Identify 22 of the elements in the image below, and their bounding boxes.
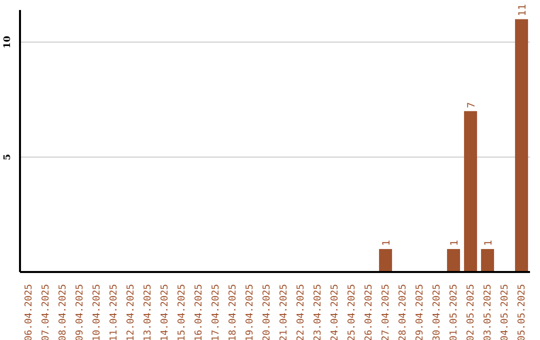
x-tick-label: 13.04.2025 [142, 284, 154, 340]
bar [515, 19, 528, 272]
data-label: 1 [382, 240, 393, 246]
bar [464, 111, 478, 272]
x-tick-label: 11.04.2025 [108, 284, 120, 340]
y-tick-label: 10 [3, 36, 13, 48]
x-tick-label: 14.04.2025 [160, 284, 170, 340]
x-tick-label: 15.04.2025 [176, 284, 188, 340]
x-tick-label: 16.04.2025 [194, 284, 204, 340]
data-label: 1 [484, 240, 495, 246]
x-tick-label: 17.04.2025 [210, 284, 222, 340]
bar [447, 249, 460, 272]
x-tick-label: 18.04.2025 [228, 284, 238, 340]
data-label: 11 [518, 4, 529, 16]
x-tick-label: 12.04.2025 [126, 284, 136, 340]
y-tick-label: 5 [3, 154, 13, 160]
bar [481, 249, 494, 272]
data-label: 1 [450, 240, 461, 246]
x-tick-label: 10.04.2025 [92, 284, 102, 340]
x-tick-label: 19.04.2025 [244, 284, 256, 340]
data-label: 7 [466, 102, 478, 108]
bar [379, 249, 392, 272]
